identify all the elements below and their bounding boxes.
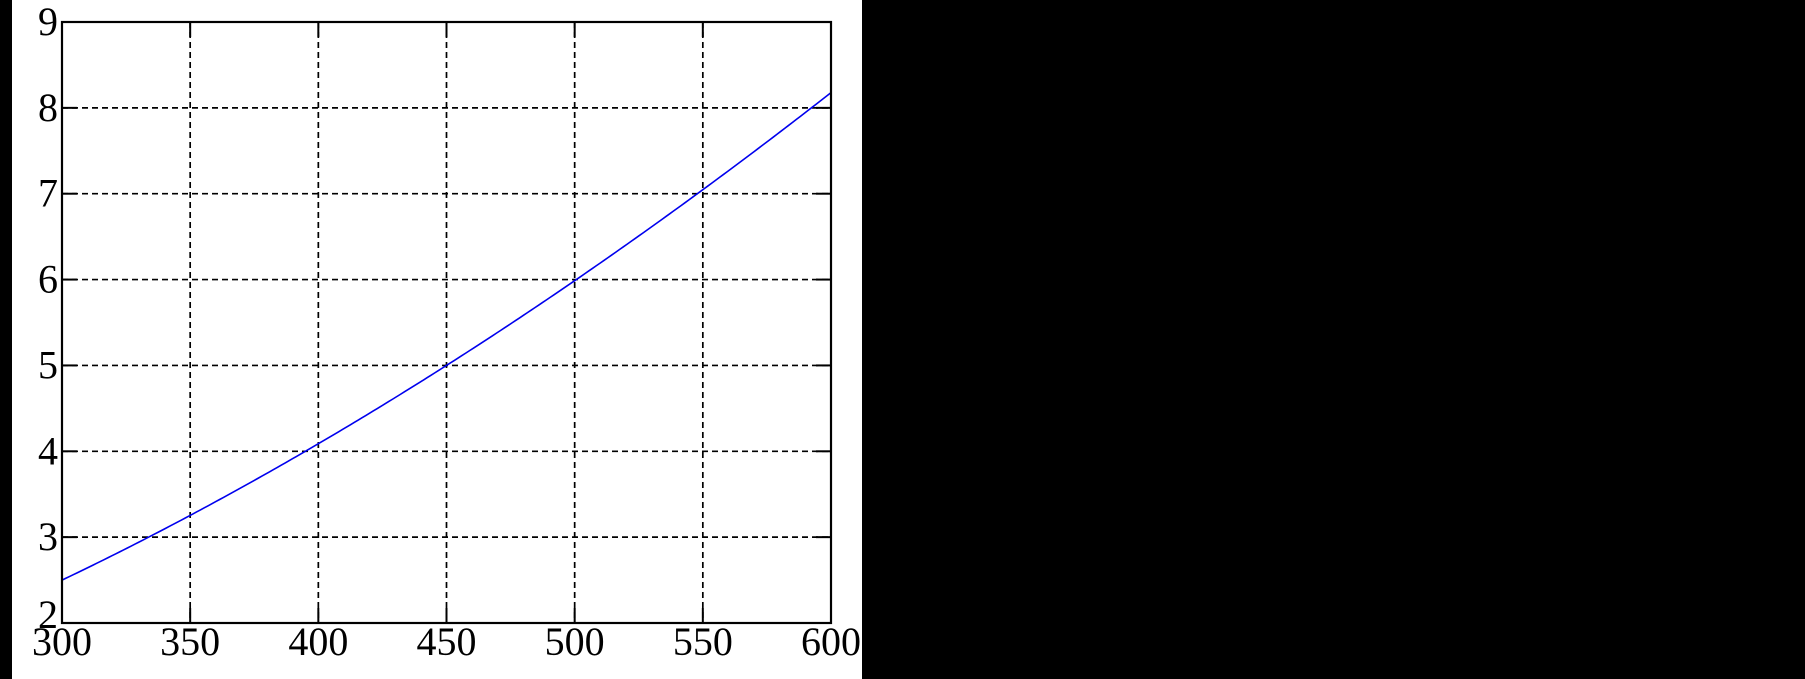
svg-text:5: 5 <box>38 342 58 387</box>
svg-text:8: 8 <box>38 85 58 130</box>
svg-text:450: 450 <box>417 619 477 664</box>
svg-text:500: 500 <box>545 619 605 664</box>
svg-text:550: 550 <box>673 619 733 664</box>
svg-text:7: 7 <box>38 171 58 216</box>
svg-text:4: 4 <box>38 428 58 473</box>
svg-text:6: 6 <box>38 257 58 302</box>
svg-text:350: 350 <box>160 619 220 664</box>
svg-text:9: 9 <box>38 0 58 44</box>
svg-text:600: 600 <box>801 619 861 664</box>
svg-text:2: 2 <box>38 592 58 637</box>
svg-text:3: 3 <box>38 514 58 559</box>
svg-text:400: 400 <box>288 619 348 664</box>
